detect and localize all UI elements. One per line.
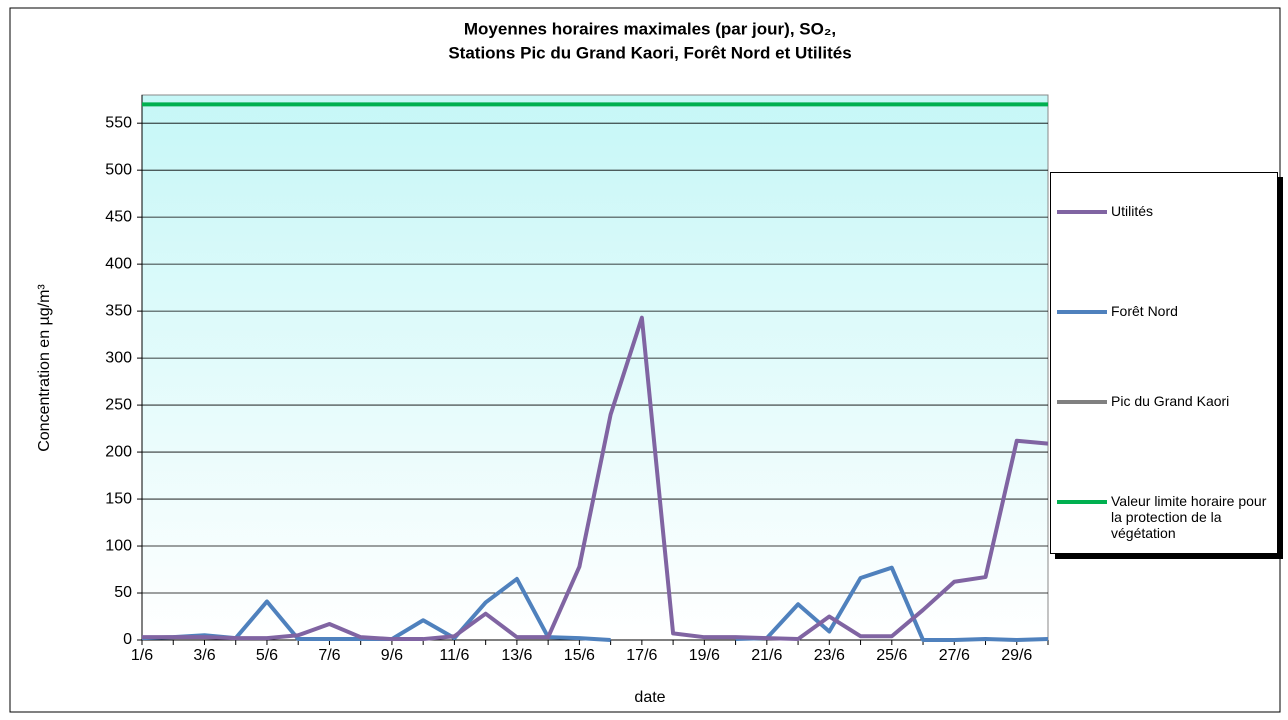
x-tick-label: 23/6 (814, 647, 845, 664)
legend-entry: Valeur limite horaire pour la protection… (1057, 493, 1275, 541)
x-tick-label: 3/6 (193, 647, 215, 664)
y-tick-label: 350 (105, 302, 132, 319)
x-tick-label: 5/6 (256, 647, 278, 664)
legend-swatch (1057, 400, 1107, 404)
legend-entry: Utilités (1057, 203, 1275, 219)
chart-title: Moyennes horaires maximales (par jour), … (464, 19, 836, 38)
x-tick-label: 1/6 (131, 647, 153, 664)
legend-label: Pic du Grand Kaori (1111, 393, 1230, 409)
x-tick-label: 17/6 (626, 647, 657, 664)
y-tick-label: 550 (105, 114, 132, 131)
legend-swatch (1057, 500, 1107, 504)
legend-swatch (1057, 310, 1107, 314)
x-tick-label: 7/6 (318, 647, 340, 664)
legend-label: Forêt Nord (1111, 303, 1178, 319)
y-tick-label: 0 (123, 631, 132, 648)
legend-entry: Forêt Nord (1057, 303, 1275, 319)
series-line (142, 315, 1049, 642)
legend-label: Valeur limite horaire pour la protection… (1111, 493, 1267, 541)
y-tick-label: 200 (105, 443, 132, 460)
y-tick-label: 400 (105, 255, 132, 272)
legend: Utilités Forêt Nord Pic du Grand Kaori Vale… (1050, 172, 1278, 554)
x-axis-label: date (634, 689, 665, 706)
y-tick-label: 450 (105, 208, 132, 225)
x-tick-label: 25/6 (876, 647, 907, 664)
legend-swatch (1057, 210, 1107, 214)
legend-entry: Pic du Grand Kaori (1057, 393, 1275, 409)
x-tick-label: 21/6 (751, 647, 782, 664)
y-tick-label: 250 (105, 396, 132, 413)
legend-label: Utilités (1111, 203, 1154, 219)
x-tick-label: 19/6 (689, 647, 720, 664)
plot-area (141, 94, 1049, 641)
y-tick-label: 500 (105, 161, 132, 178)
x-tick-label: 13/6 (501, 647, 532, 664)
y-tick-label: 300 (105, 349, 132, 366)
y-tick-label: 50 (114, 584, 132, 601)
x-tick-label: 11/6 (439, 647, 469, 664)
y-axis-label: Concentration en µg/m³ (36, 284, 53, 452)
x-tick-label: 9/6 (381, 647, 403, 664)
y-tick-label: 100 (105, 537, 132, 554)
y-tick-label: 150 (105, 490, 132, 507)
x-tick-label: 29/6 (1001, 647, 1032, 664)
x-tick-label: 15/6 (564, 647, 595, 664)
chart-title: Stations Pic du Grand Kaori, Forêt Nord … (448, 43, 851, 62)
x-tick-label: 27/6 (939, 647, 970, 664)
